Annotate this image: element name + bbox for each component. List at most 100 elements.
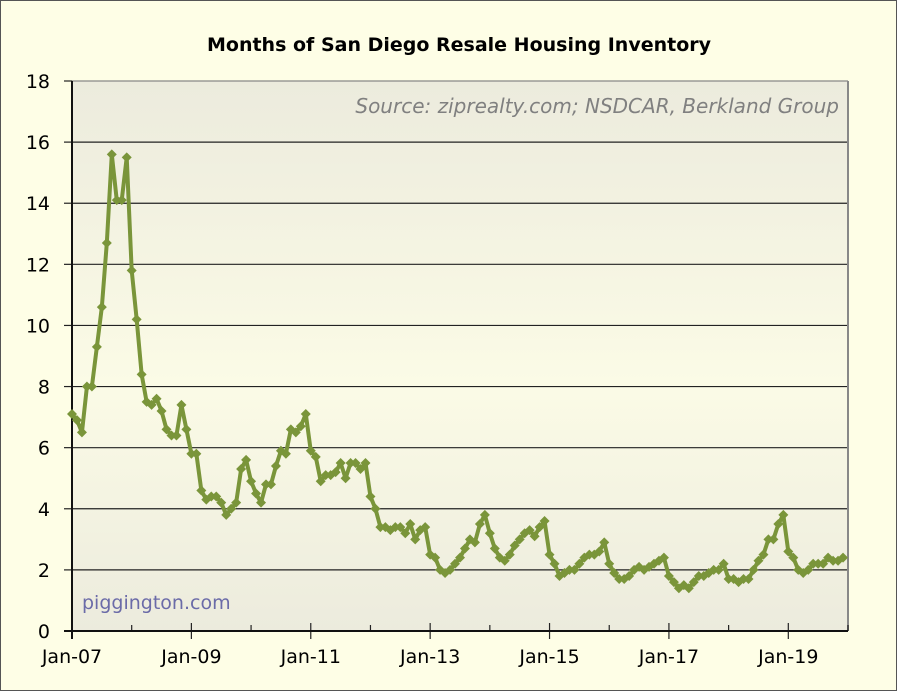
data-point-marker	[838, 552, 849, 563]
data-point-marker	[713, 564, 724, 575]
data-point-marker	[355, 464, 366, 475]
data-point-marker	[499, 555, 510, 566]
data-point-marker	[524, 525, 535, 536]
source-note: Source: ziprealty.com; NSDCAR, Berkland …	[355, 94, 839, 118]
data-point-marker	[241, 454, 252, 465]
data-point-marker	[226, 503, 237, 514]
data-point-marker	[420, 522, 431, 533]
data-point-marker	[121, 152, 132, 163]
data-point-marker	[549, 558, 560, 569]
data-point-marker	[599, 537, 610, 548]
data-point-marker	[191, 448, 202, 459]
data-point-marker	[663, 571, 674, 581]
data-point-marker	[474, 519, 485, 530]
y-tick-label: 8	[38, 377, 50, 399]
data-point-marker	[330, 467, 341, 478]
axes	[64, 80, 849, 639]
data-point-marker	[156, 406, 167, 416]
data-point-marker	[778, 509, 789, 520]
data-point-marker	[91, 341, 102, 352]
data-point-marker	[211, 491, 222, 502]
data-point-marker	[101, 237, 112, 248]
data-point-marker	[753, 555, 764, 566]
data-point-marker	[484, 528, 495, 539]
data-point-marker	[539, 516, 550, 526]
y-tick-label: 18	[26, 71, 50, 93]
data-point-marker	[265, 479, 276, 490]
data-point-marker	[71, 415, 82, 426]
series-group	[67, 149, 849, 594]
data-point-marker	[455, 552, 465, 563]
data-point-marker	[544, 549, 555, 560]
y-tick-label: 14	[26, 193, 50, 215]
data-point-marker	[609, 567, 620, 578]
x-tick-label: Jan-19	[757, 646, 818, 668]
data-point-marker	[529, 531, 540, 542]
data-point-marker	[256, 497, 267, 508]
y-tick-labels: 0 2 4 6 8 10 12 14 16 18	[26, 71, 50, 643]
data-point-marker	[395, 522, 406, 533]
y-tick-label: 10	[26, 315, 50, 337]
data-point-marker	[509, 540, 520, 551]
data-point-marker	[430, 552, 441, 563]
data-point-marker	[683, 583, 694, 594]
data-point-marker	[350, 457, 361, 468]
data-point-marker	[146, 399, 157, 410]
data-point-marker	[96, 302, 107, 313]
y-tick-label: 2	[38, 560, 50, 582]
data-point-marker	[668, 577, 679, 588]
data-point-marker	[400, 528, 411, 539]
data-point-marker	[126, 265, 137, 276]
x-tick-label: Jan-09	[160, 646, 221, 668]
data-point-marker	[450, 558, 461, 569]
x-tick-label: Jan-17	[638, 646, 699, 668]
data-point-marker	[469, 537, 480, 548]
data-point-marker	[624, 571, 635, 581]
data-point-marker	[196, 485, 207, 496]
data-point-marker	[504, 549, 515, 560]
data-point-marker	[290, 427, 301, 438]
x-tick-label: Jan-15	[518, 646, 579, 668]
data-point-marker	[76, 427, 87, 438]
data-point-marker	[803, 564, 814, 575]
data-point-marker	[783, 546, 794, 557]
data-point-marker	[534, 522, 545, 533]
data-point-marker	[718, 558, 729, 569]
data-point-marker	[773, 519, 784, 530]
data-point-marker	[176, 399, 187, 410]
chart-title: Months of San Diego Resale Housing Inven…	[207, 34, 712, 56]
data-point-marker	[270, 461, 281, 471]
data-point-marker	[171, 430, 182, 441]
data-point-marker	[658, 552, 669, 563]
data-point-marker	[116, 195, 127, 206]
data-point-marker	[335, 457, 346, 468]
data-point-marker	[310, 451, 321, 462]
data-point-marker	[514, 534, 525, 545]
data-point-marker	[743, 574, 754, 585]
plot-area-bottom-shade	[72, 383, 848, 631]
y-tick-label: 4	[38, 499, 50, 521]
data-point-marker	[445, 564, 456, 575]
x-tick-label: Jan-13	[399, 646, 460, 668]
data-point-marker	[216, 497, 227, 508]
data-point-marker	[788, 552, 799, 563]
x-tick-labels: Jan-07 Jan-09 Jan-11 Jan-13 Jan-15 Jan-17 Jan-…	[41, 646, 819, 668]
data-point-marker	[295, 421, 306, 432]
data-point-marker	[221, 509, 232, 520]
data-point-marker	[305, 445, 316, 456]
data-point-marker	[67, 409, 77, 420]
data-point-marker	[315, 476, 326, 487]
data-point-marker	[161, 424, 172, 435]
data-point-marker	[340, 473, 351, 484]
data-point-marker	[280, 448, 291, 459]
data-point-marker	[365, 491, 376, 502]
data-point-marker	[569, 564, 580, 575]
data-point-marker	[459, 543, 470, 554]
data-point-marker	[768, 534, 779, 545]
data-point-marker	[231, 497, 242, 508]
data-point-marker	[594, 546, 605, 557]
y-tick-label: 0	[38, 621, 50, 643]
data-point-marker	[236, 464, 247, 475]
data-point-marker	[106, 149, 117, 160]
